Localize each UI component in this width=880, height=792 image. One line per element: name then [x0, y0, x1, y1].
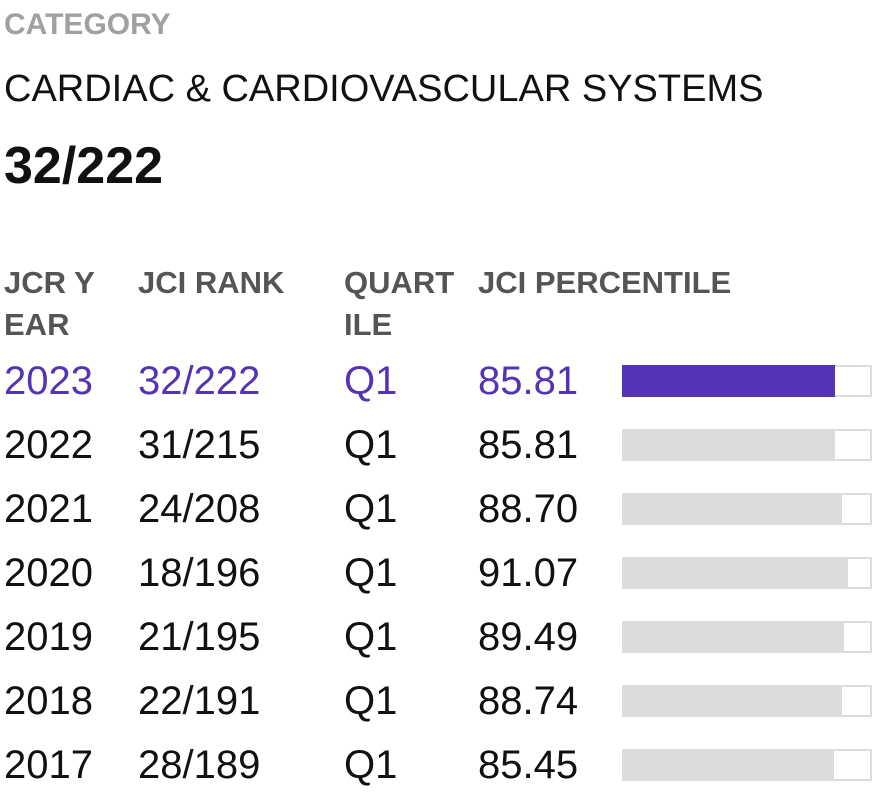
percentile-bar	[622, 621, 844, 653]
quartile: Q1	[344, 743, 398, 787]
percentile: 85.45	[478, 743, 579, 787]
bar-track	[622, 429, 872, 461]
percentile: 85.81	[478, 359, 579, 403]
quartile: Q1	[344, 551, 398, 595]
column-header: JCI PERCENTILE	[478, 265, 732, 300]
percentile: 85.81	[478, 423, 579, 467]
year: 2018	[4, 679, 93, 723]
percentile-bar	[622, 557, 848, 589]
year: 2023	[4, 359, 93, 403]
rank: 32/222	[138, 359, 261, 403]
category-label: CATEGORY	[4, 8, 171, 41]
quartile: Q1	[344, 487, 398, 531]
quartile: Q1	[344, 423, 398, 467]
percentile-bar	[622, 429, 835, 461]
quartile: Q1	[344, 359, 398, 403]
percentile-bar	[622, 365, 835, 397]
percentile: 88.70	[478, 487, 579, 531]
percentile-bar	[622, 685, 842, 717]
bar-track	[622, 749, 872, 781]
category-rank: 32/222	[4, 137, 164, 195]
column-header: JCR YEAR	[4, 265, 95, 342]
column-header: JCI RANK	[138, 265, 285, 300]
year: 2020	[4, 551, 93, 595]
percentile-bar	[622, 749, 834, 781]
bar-track	[622, 365, 872, 397]
rank: 24/208	[138, 487, 261, 531]
percentile: 89.49	[478, 615, 579, 659]
year: 2017	[4, 743, 93, 787]
rank: 18/196	[138, 551, 261, 595]
rank: 28/189	[138, 743, 261, 787]
quartile: Q1	[344, 615, 398, 659]
bar-track	[622, 621, 872, 653]
quartile: Q1	[344, 679, 398, 723]
bar-track	[622, 685, 872, 717]
percentile: 91.07	[478, 551, 579, 595]
year: 2019	[4, 615, 93, 659]
rank: 22/191	[138, 679, 261, 723]
rank: 21/195	[138, 615, 261, 659]
rank: 31/215	[138, 423, 261, 467]
percentile-bar	[622, 493, 842, 525]
year: 2021	[4, 487, 93, 531]
bar-track	[622, 493, 872, 525]
bar-track	[622, 557, 872, 589]
year: 2022	[4, 423, 93, 467]
category-name: CARDIAC & CARDIOVASCULAR SYSTEMS	[4, 68, 764, 110]
percentile: 88.74	[478, 679, 579, 723]
column-header: QUARTILE	[344, 265, 455, 342]
